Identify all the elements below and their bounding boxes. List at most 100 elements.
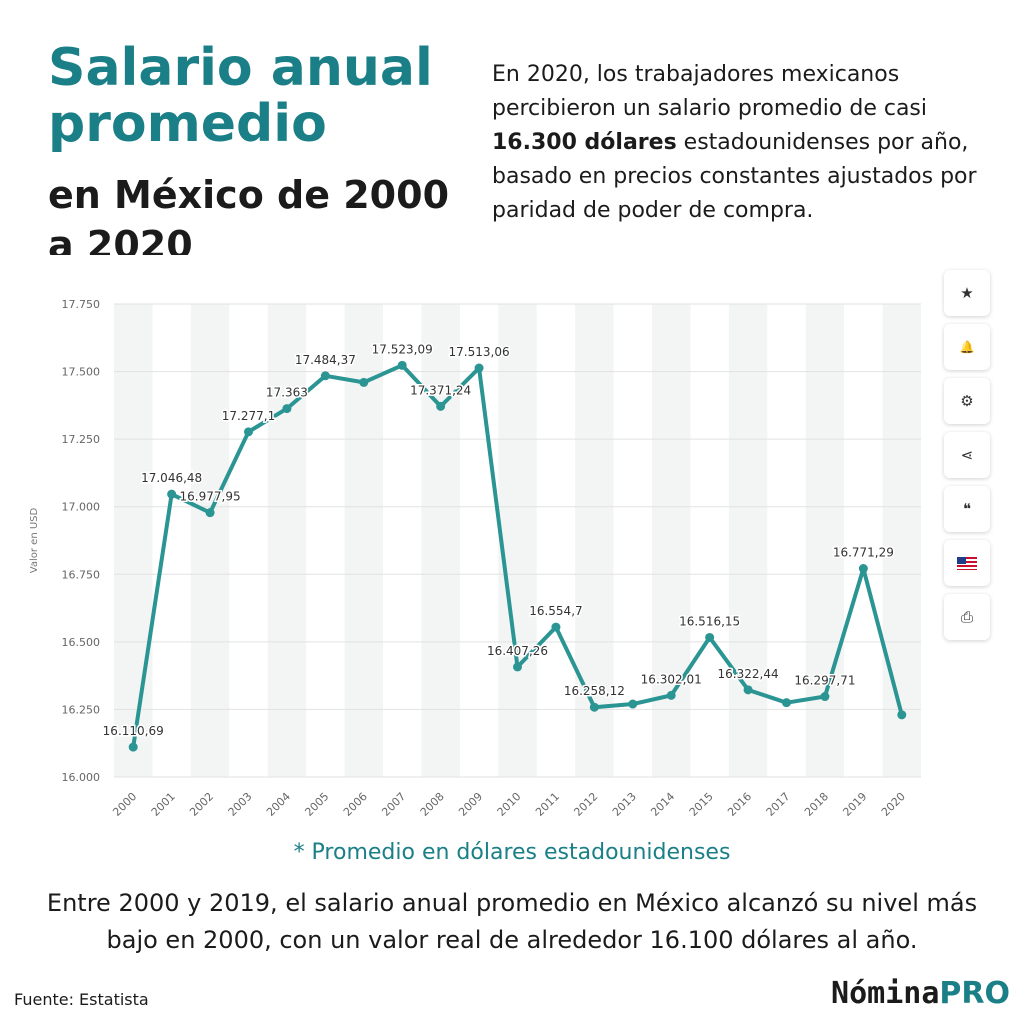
- logo-part-nomina: Nómina: [831, 976, 940, 1011]
- data-label: 17.277,1: [222, 409, 275, 423]
- column-band: [498, 304, 537, 777]
- data-label: 16.407,26: [487, 644, 548, 658]
- conclusion-text: Entre 2000 y 2019, el salario anual prom…: [46, 889, 978, 954]
- x-tick-label: 2019: [840, 790, 869, 819]
- print-icon: ⎙: [960, 608, 973, 626]
- gear-icon: ⚙: [960, 392, 974, 410]
- data-label: 17.363: [266, 386, 308, 400]
- x-tick-label: 2012: [571, 790, 600, 819]
- column-band: [114, 304, 153, 777]
- x-tick-label: 2001: [149, 790, 178, 819]
- column-band: [882, 304, 921, 777]
- data-point: [820, 692, 830, 702]
- chart-toolbar: ★ 🔔 ⚙ ⋖ ❝ ⎙: [944, 270, 990, 648]
- x-tick-label: 2013: [610, 790, 639, 819]
- data-label: 17.046,48: [141, 471, 202, 485]
- data-label: 17.513,06: [449, 345, 510, 359]
- data-label: 16.110,69: [103, 724, 164, 738]
- y-tick-label: 16.000: [62, 771, 101, 784]
- x-tick-label: 2009: [456, 790, 485, 819]
- data-point: [282, 404, 292, 414]
- page-subtitle: en México de 2000 a 2020: [48, 173, 450, 267]
- data-label: 17.484,37: [295, 353, 356, 367]
- data-point: [359, 377, 369, 387]
- logo-part-pro: PRO: [939, 976, 1010, 1011]
- y-tick-label: 17.500: [62, 366, 101, 379]
- data-point: [397, 360, 407, 370]
- data-point: [551, 622, 561, 632]
- y-tick-label: 17.250: [62, 433, 101, 446]
- data-label: 16.554,7: [529, 604, 582, 618]
- x-tick-label: 2018: [802, 790, 831, 819]
- data-label: 16.516,15: [679, 614, 740, 628]
- column-band: [421, 304, 460, 777]
- x-tick-label: 2020: [879, 790, 908, 819]
- y-tick-label: 16.750: [62, 568, 101, 581]
- x-tick-label: 2017: [764, 790, 793, 819]
- data-label: 17.371,24: [410, 383, 471, 397]
- y-tick-label: 16.250: [62, 703, 101, 716]
- data-point: [436, 401, 446, 411]
- x-tick-label: 2008: [418, 790, 447, 819]
- data-point: [167, 489, 177, 499]
- intro-text-start: En 2020, los trabajadores mexicanos perc…: [492, 62, 927, 121]
- x-tick-label: 2010: [495, 790, 524, 819]
- data-point: [782, 698, 791, 708]
- quote-icon: ❝: [962, 500, 972, 518]
- data-point: [128, 742, 138, 752]
- column-band: [575, 304, 614, 777]
- intro-text: En 2020, los trabajadores mexicanos perc…: [492, 58, 1012, 228]
- print-button[interactable]: ⎙: [944, 594, 990, 640]
- source-credit: Fuente: Estatista: [14, 990, 149, 1009]
- data-point: [513, 662, 522, 672]
- data-point: [705, 632, 715, 642]
- x-tick-label: 2002: [187, 790, 216, 819]
- data-point: [743, 685, 753, 695]
- share-icon: ⋖: [960, 446, 974, 464]
- x-tick-label: 2011: [533, 790, 562, 819]
- data-label: 16.302,01: [641, 672, 702, 686]
- footnote: * Promedio en dólares estadounidenses: [293, 840, 731, 865]
- x-tick-label: 2003: [226, 790, 255, 819]
- x-tick-label: 2004: [264, 790, 293, 819]
- y-tick-label: 17.750: [62, 298, 101, 311]
- data-point: [244, 427, 253, 437]
- chart-panel: 16.000 16.250 16.500 16.750 17.000 17.250 17.5…: [0, 255, 1024, 850]
- x-tick-label: 2006: [341, 790, 370, 819]
- x-tick-label: 2000: [110, 790, 139, 819]
- brand-logo: NóminaPRO: [831, 976, 1010, 1011]
- cite-button[interactable]: ❝: [944, 486, 990, 532]
- x-tick-label: 2014: [648, 790, 677, 819]
- y-axis-label: Valor en USD: [29, 507, 40, 573]
- flag-icon: [957, 556, 977, 570]
- intro-text-end: estadounidenses por año, basado en preci…: [492, 130, 977, 223]
- language-button[interactable]: [944, 540, 990, 586]
- data-point: [858, 564, 868, 574]
- notification-button[interactable]: 🔔: [944, 324, 990, 370]
- data-point: [320, 371, 330, 381]
- data-point: [474, 363, 484, 373]
- data-label: 16.771,29: [833, 546, 894, 560]
- data-point: [897, 710, 907, 720]
- data-point: [666, 690, 676, 700]
- data-label: 17.523,09: [372, 342, 433, 356]
- x-tick-label: 2007: [379, 790, 408, 819]
- share-button[interactable]: ⋖: [944, 432, 990, 478]
- intro-highlight: 16.300 dólares: [492, 130, 677, 155]
- data-label: 16.977,95: [180, 490, 241, 504]
- data-label: 16.297,71: [794, 674, 855, 688]
- star-icon: ★: [960, 284, 974, 302]
- data-label: 16.258,12: [564, 684, 625, 698]
- data-point: [628, 699, 638, 709]
- x-tick-label: 2015: [687, 790, 716, 819]
- y-tick-label: 17.000: [62, 501, 101, 514]
- bell-icon: 🔔: [959, 340, 975, 354]
- favorite-button[interactable]: ★: [944, 270, 990, 316]
- x-tick-label: 2016: [725, 790, 754, 819]
- column-band: [190, 304, 230, 777]
- x-tick-label: 2005: [302, 790, 331, 819]
- settings-button[interactable]: ⚙: [944, 378, 990, 424]
- line-chart: 16.000 16.250 16.500 16.750 17.000 17.250 17.5…: [29, 298, 921, 819]
- page-title: Salario anual promedio: [48, 38, 433, 154]
- column-band: [652, 304, 691, 777]
